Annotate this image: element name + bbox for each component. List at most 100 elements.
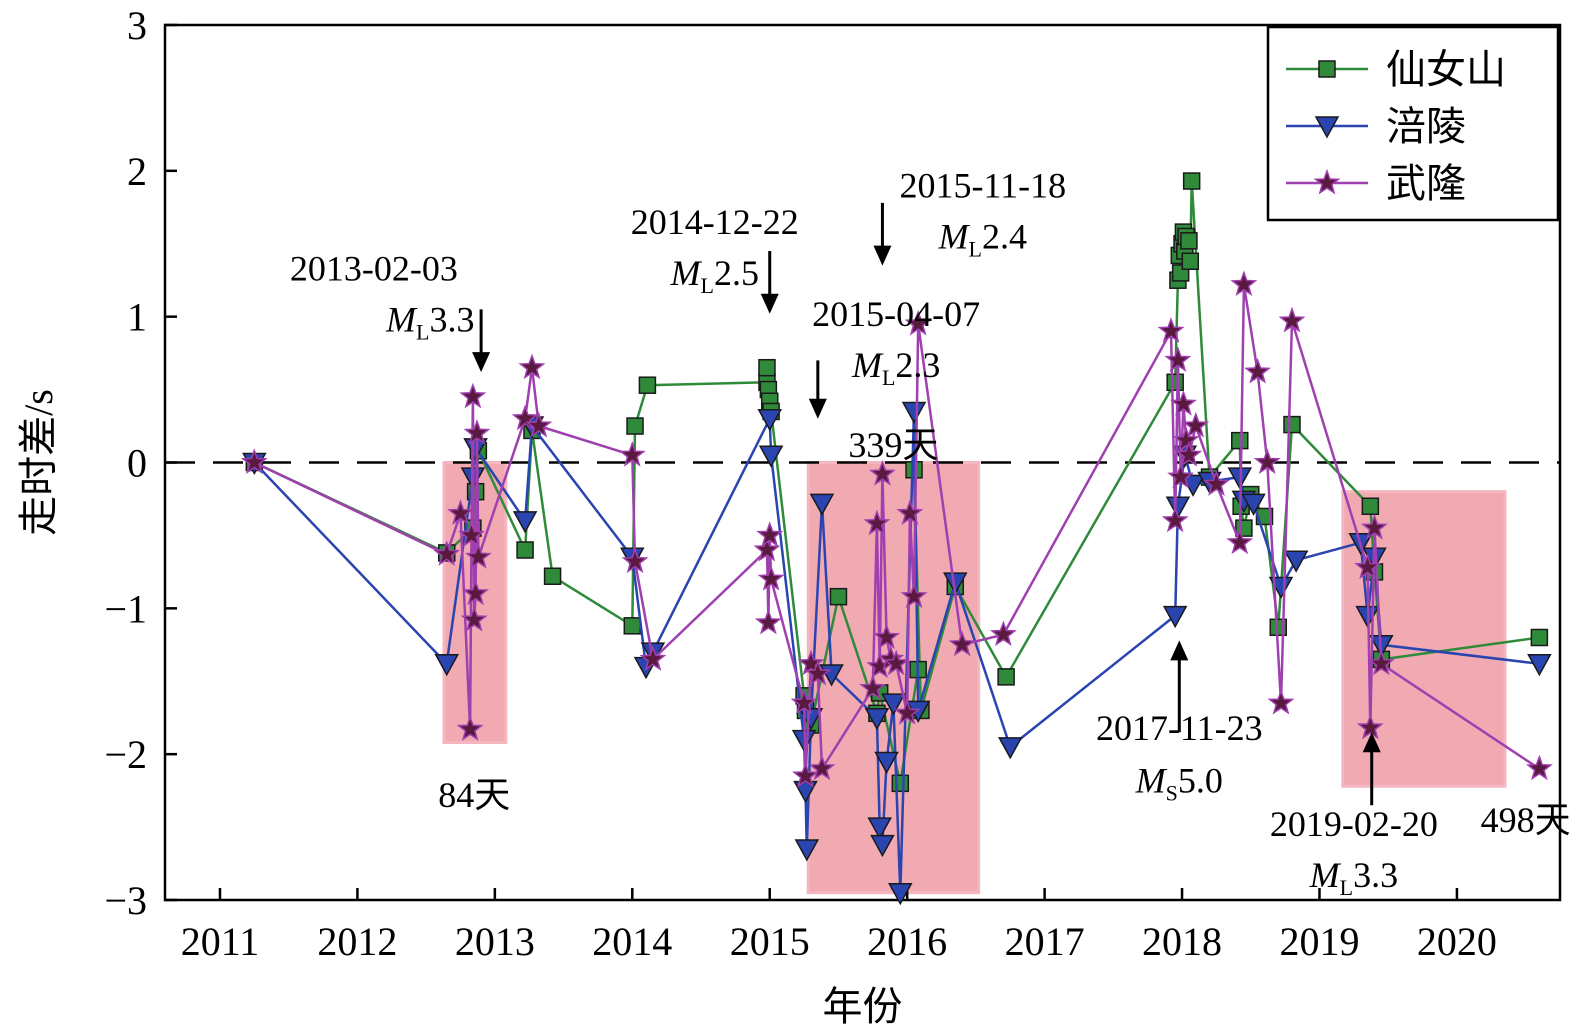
y-axis-title: 走时差/s [16,389,61,536]
data-point [460,605,488,632]
event-arrow-head [808,398,827,419]
data-point [1367,649,1395,676]
event-magnitude-label: ML2.4 [938,216,1027,261]
data-point [808,754,836,781]
event-annotations: 84天 339天 498天 2013-02-03 ML3.3 2014-12-22 ML2.… [290,165,1571,900]
legend-marker [1318,60,1336,78]
data-point [1182,411,1210,438]
data-point [891,774,910,793]
data-point [1175,441,1203,467]
data-point [1255,507,1274,526]
data-point [464,543,492,569]
event-arrow-head [472,352,491,373]
data-point [1267,688,1295,715]
data-point [1181,252,1200,270]
y-tick-label: −3 [104,878,147,923]
data-point [1231,431,1249,450]
data-point [1202,470,1230,496]
data-point [1182,172,1201,190]
data-point [864,707,890,731]
data-point [868,460,896,486]
data-point [881,693,906,716]
data-point [1166,373,1184,392]
data-point [792,761,819,788]
data-point [1530,628,1549,647]
event-date-label: 2017-11-23 [1096,708,1263,748]
data-point [1354,553,1382,579]
data-point [511,404,539,431]
event-date-label: 2015-11-18 [899,165,1066,205]
event-date-label: 2019-02-20 [1270,804,1438,844]
event-arrow-head [1170,640,1189,661]
y-tick-label: −1 [104,586,147,631]
data-point [1226,528,1254,555]
event-magnitude-label: ML2.5 [670,253,759,298]
data-point [1161,506,1189,533]
data-point [867,817,892,840]
data-point [757,409,782,432]
data-point [518,353,546,380]
series-line [253,410,1540,894]
data-point [621,547,649,574]
data-point [626,417,644,435]
data-point [874,751,899,775]
event-date-label: 2014-12-22 [631,202,799,242]
data-point [790,688,818,715]
legend-marker [1314,116,1340,139]
data-point [462,579,490,606]
series-3 [240,270,1553,788]
data-point [1360,513,1388,540]
data-point [943,572,968,595]
event-magnitude-label: ML2.3 [851,345,940,390]
x-tick-label: 2016 [867,919,947,964]
x-tick-label: 2018 [1142,919,1222,964]
data-point [758,445,784,468]
data-point [893,699,921,725]
data-point [1278,306,1306,333]
data-point [997,668,1015,686]
legend-box [1266,25,1560,222]
region-duration-label: 498天 [1481,800,1571,840]
y-tick-label: 3 [127,3,147,48]
data-point [873,623,901,649]
series-line [253,283,1541,778]
x-tick-label: 2014 [592,919,672,964]
data-point [1180,232,1198,250]
data-point [1356,713,1384,740]
highlight-regions [442,461,1507,895]
data-point [859,674,887,700]
data-point [1527,654,1552,677]
data-point [870,834,895,858]
data-point [1169,390,1197,416]
data-point [997,737,1023,760]
data-point [1361,497,1380,515]
data-point [804,659,832,686]
x-tick-label: 2020 [1417,919,1497,964]
data-point [757,565,785,591]
data-point [1162,605,1188,629]
data-point [1230,270,1258,297]
data-point [1253,448,1281,474]
data-point [463,419,491,445]
data-point [543,567,562,585]
data-point [797,649,825,676]
data-point [904,309,932,336]
data-point [458,521,485,547]
event-arrow-head [1362,732,1381,753]
x-tick-label: 2017 [1005,919,1085,964]
data-point [1157,317,1185,343]
data-point [639,645,667,671]
y-tick-label: 2 [127,149,147,194]
event-date-label: 2013-02-03 [290,249,458,289]
data-point [809,493,835,516]
event-arrow-head [873,245,892,266]
data-point [758,358,776,377]
data-point [1167,462,1195,489]
x-tick-label: 2019 [1279,919,1359,964]
data-point [989,620,1017,647]
event-magnitude-label: MS5.0 [1135,760,1223,805]
legend-label: 仙女山 [1386,47,1506,92]
data-point [901,401,927,425]
